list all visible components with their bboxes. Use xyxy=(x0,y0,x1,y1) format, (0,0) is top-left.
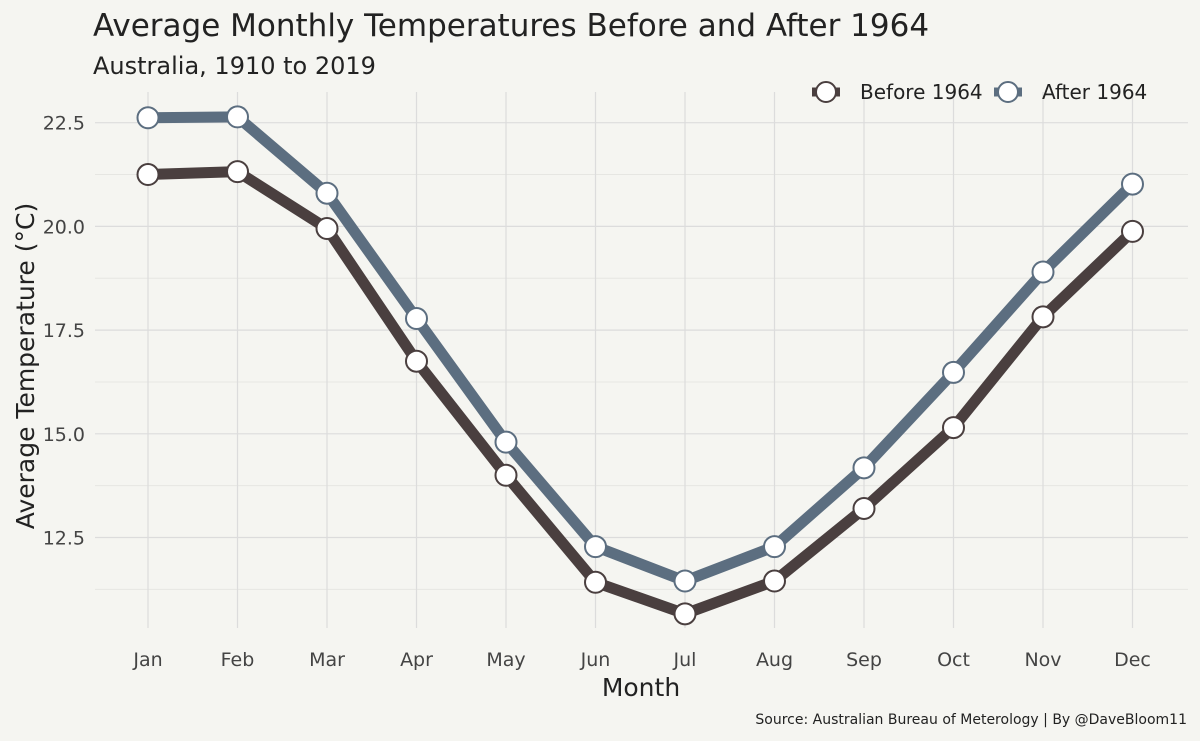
legend-item-1: Before 1964 xyxy=(812,80,983,104)
x-tick-label: Sep xyxy=(846,649,882,671)
y-tick-label: 20.0 xyxy=(43,216,85,238)
legend-marker xyxy=(815,81,837,103)
data-point xyxy=(673,602,697,626)
legend-label: Before 1964 xyxy=(860,80,983,104)
data-point xyxy=(405,306,428,330)
data-point xyxy=(136,163,160,187)
legend-item-2: After 1964 xyxy=(994,80,1147,104)
y-tick-label: 17.5 xyxy=(43,320,85,342)
x-tick-label: Aug xyxy=(756,649,793,671)
data-point xyxy=(673,569,697,593)
data-point xyxy=(852,456,876,480)
data-point xyxy=(942,416,965,440)
y-tick-label: 22.5 xyxy=(43,113,85,135)
x-tick-label: Jan xyxy=(132,649,162,671)
grid xyxy=(95,92,1188,628)
x-axis-title: Month xyxy=(602,673,680,702)
data-point xyxy=(852,496,876,520)
data-point xyxy=(584,535,607,559)
chart-subtitle: Australia, 1910 to 2019 xyxy=(93,52,376,80)
legend-label: After 1964 xyxy=(1042,80,1147,104)
data-point xyxy=(136,106,160,130)
y-tick-label: 12.5 xyxy=(43,528,85,550)
data-point xyxy=(494,430,518,454)
chart-caption: Source: Australian Bureau of Meterology … xyxy=(755,712,1187,728)
data-point xyxy=(584,570,607,594)
x-tick-label: Mar xyxy=(309,649,345,671)
data-point xyxy=(315,181,339,205)
x-tick-label: Dec xyxy=(1114,649,1151,671)
x-tick-label: Jul xyxy=(673,649,697,671)
data-point xyxy=(226,160,249,184)
series-2 xyxy=(136,105,1144,593)
data-point xyxy=(1031,305,1055,329)
x-tick-label: Oct xyxy=(937,649,970,671)
data-point xyxy=(763,569,786,593)
y-tick-label: 15.0 xyxy=(43,424,85,446)
x-tick-label: May xyxy=(486,649,525,671)
chart-title: Average Monthly Temperatures Before and … xyxy=(93,8,929,44)
y-axis-title: Average Temperature (°C) xyxy=(11,203,40,529)
series-layer xyxy=(136,105,1144,626)
y-axis-ticks: 12.5 15.0 17.5 20.0 22.5 xyxy=(43,113,85,550)
series-line xyxy=(142,166,1138,620)
legend-marker xyxy=(997,81,1019,103)
data-point xyxy=(763,535,786,559)
data-point xyxy=(315,216,339,240)
x-tick-label: Feb xyxy=(221,649,255,671)
x-axis-ticks: Jan Feb Mar Apr May Jun Jul Aug Sep Oct Nov Dec xyxy=(132,649,1151,671)
data-point xyxy=(1031,260,1055,284)
data-point xyxy=(405,349,428,373)
series-line xyxy=(142,111,1138,587)
x-tick-label: Apr xyxy=(400,649,433,671)
x-tick-label: Nov xyxy=(1024,649,1061,671)
data-point xyxy=(494,463,518,487)
legend: Before 1964 After 1964 xyxy=(812,80,1147,104)
data-point xyxy=(942,360,965,384)
data-point xyxy=(1121,172,1144,196)
x-tick-label: Jun xyxy=(580,649,611,671)
data-point xyxy=(226,105,249,129)
series-1 xyxy=(136,160,1144,626)
data-point xyxy=(1121,219,1144,243)
